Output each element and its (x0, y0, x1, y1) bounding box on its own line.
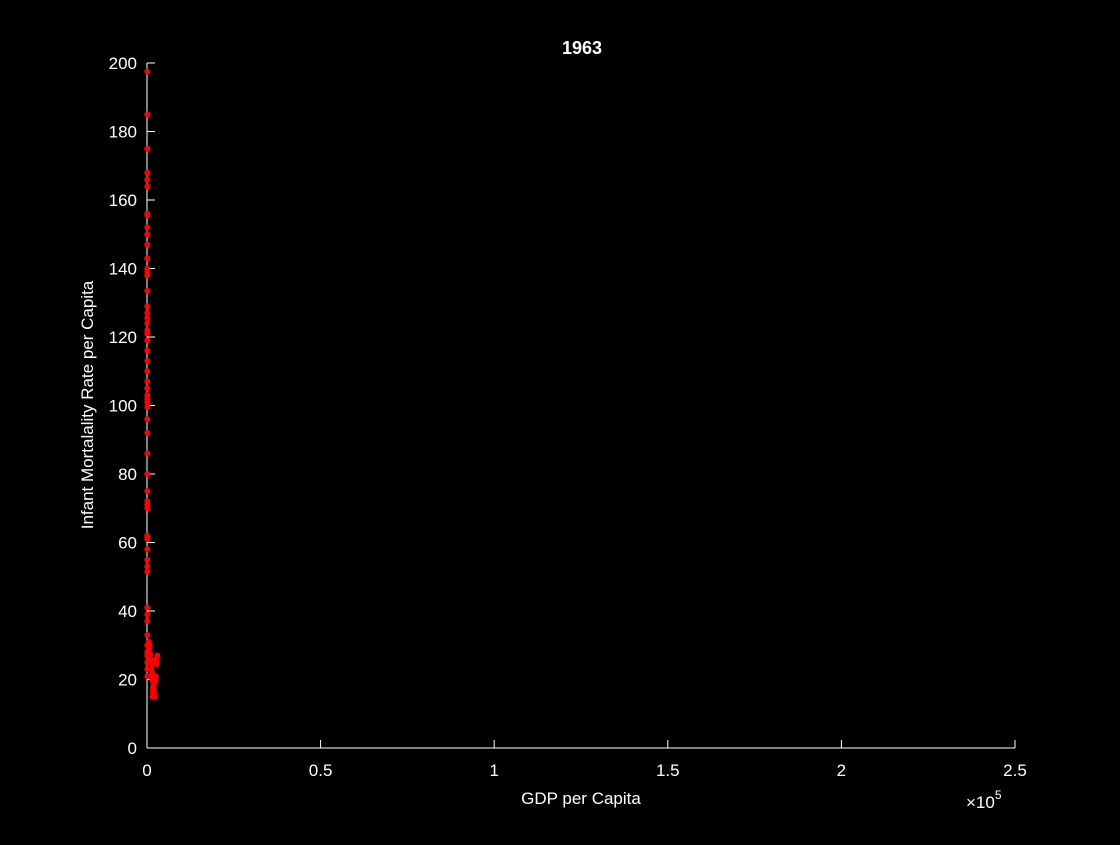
data-point (144, 563, 151, 570)
data-point (144, 315, 151, 322)
x-axis-label: GDP per Capita (521, 789, 641, 808)
data-point (152, 676, 159, 683)
data-point (144, 546, 151, 553)
x-exponent-power: 5 (995, 788, 1002, 802)
data-point (144, 611, 151, 618)
y-tick-label: 160 (109, 191, 137, 210)
y-tick-label: 60 (118, 534, 137, 553)
x-tick-label: 2.5 (1003, 761, 1027, 780)
data-point (146, 645, 153, 652)
y-tick-label: 80 (118, 465, 137, 484)
y-tick-label: 180 (109, 123, 137, 142)
data-point (144, 429, 151, 436)
axes (146, 63, 1015, 749)
data-point (144, 416, 151, 423)
data-point (144, 488, 151, 495)
data-point (144, 618, 151, 625)
data-point (149, 693, 156, 700)
data-point (144, 145, 151, 152)
data-point (144, 224, 151, 231)
x-ticks: 0 0.5 1 1.5 2 2.5 (142, 740, 1027, 780)
y-axis-label: Infant Mortalality Rate per Capita (78, 280, 97, 529)
y-tick-label: 0 (128, 739, 137, 758)
data-point (144, 255, 151, 262)
x-exponent-label: ×105 (966, 788, 1002, 812)
data-point (144, 378, 151, 385)
data-point (144, 568, 151, 575)
data-point (144, 183, 151, 190)
data-point (144, 505, 151, 512)
data-point (144, 337, 151, 344)
x-tick-label: 1.5 (656, 761, 680, 780)
data-point (144, 241, 151, 248)
data-point (144, 404, 151, 411)
data-point (144, 176, 151, 183)
data-point (144, 111, 151, 118)
data-point (144, 330, 151, 337)
data-point (144, 68, 151, 75)
data-point (144, 169, 151, 176)
y-tick-label: 100 (109, 397, 137, 416)
y-tick-label: 200 (109, 54, 137, 73)
data-point (144, 303, 151, 310)
y-tick-label: 140 (109, 260, 137, 279)
data-point (144, 231, 151, 238)
data-point (144, 357, 151, 364)
y-tick-label: 120 (109, 328, 137, 347)
data-point (144, 631, 151, 638)
data-point (144, 536, 151, 543)
chart-title: 1963 (562, 38, 602, 58)
y-ticks: 0 20 40 60 80 100 120 140 160 180 200 (109, 54, 155, 758)
data-point (144, 310, 151, 317)
data-point (144, 471, 151, 477)
data-point (144, 450, 151, 457)
data-point (144, 368, 151, 375)
data-point (154, 652, 161, 659)
data-point (144, 556, 151, 563)
svg-text:×105: ×105 (966, 788, 1002, 812)
x-tick-label: 1 (489, 761, 498, 780)
data-point (144, 604, 151, 611)
x-tick-label: 2 (837, 761, 846, 780)
data-point (144, 272, 151, 279)
x-tick-label: 0.5 (309, 761, 333, 780)
data-point (144, 320, 151, 327)
y-tick-label: 40 (118, 602, 137, 621)
x-tick-label: 0 (142, 761, 151, 780)
data-point (152, 659, 159, 666)
data-point (144, 347, 151, 354)
data-point (144, 385, 151, 392)
data-points (144, 68, 161, 700)
data-point (144, 287, 151, 294)
y-tick-label: 20 (118, 671, 137, 690)
data-point (144, 399, 151, 406)
x-exponent-base: ×10 (966, 793, 995, 812)
data-point (144, 212, 151, 219)
